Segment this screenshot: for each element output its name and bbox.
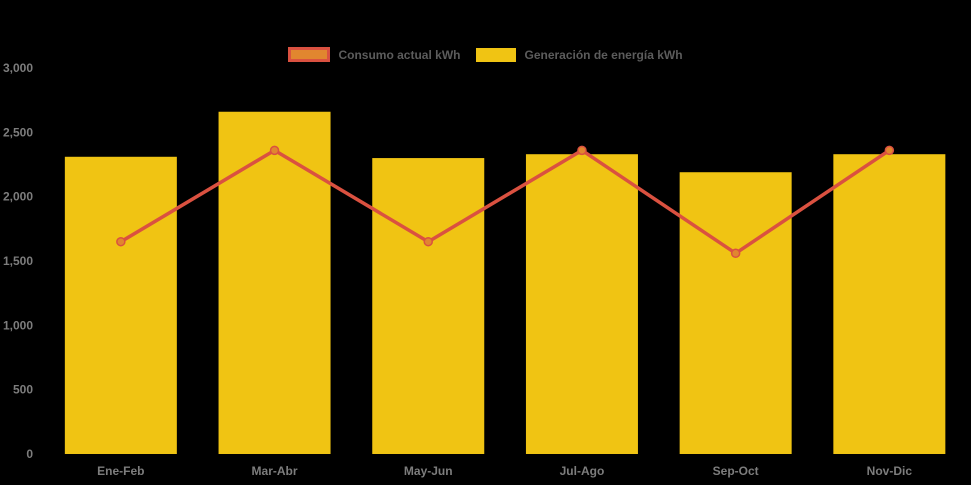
x-axis-label-may-jun: May-Jun [404,464,453,478]
y-axis-tick-0: 0 [26,447,33,461]
x-axis-label-mar-abr: Mar-Abr [252,464,298,478]
bar-ene-feb[interactable] [64,156,177,454]
y-axis-tick-2500: 2,500 [3,125,33,139]
legend-label-generacion: Generación de energía kWh [524,47,683,62]
legend-item-generacion[interactable]: Generación de energía kWh [476,47,683,62]
y-axis-tick-1000: 1,000 [3,318,33,332]
bar-nov-dic[interactable] [833,154,946,454]
bar-may-jun[interactable] [372,158,485,455]
y-axis-tick-2000: 2,000 [3,190,33,204]
consumo-point-jul-ago[interactable] [577,145,587,156]
bar-sep-oct[interactable] [679,172,792,454]
x-axis-label-jul-ago: Jul-Ago [560,464,605,478]
bar-jul-ago[interactable] [525,154,638,454]
consumo-point-mar-abr[interactable] [269,145,280,156]
consumo-point-may-jun[interactable] [423,236,433,247]
y-axis-tick-3000: 3,000 [3,61,33,75]
x-axis-label-nov-dic: Nov-Dic [867,464,913,478]
consumo-point-sep-oct[interactable] [730,248,741,259]
x-axis-label-sep-oct: Sep-Oct [713,464,759,478]
legend-item-consumo[interactable]: Consumo actual kWh [288,47,460,62]
chart-legend: Consumo actual kWh Generación de energía… [0,47,971,62]
y-axis-tick-1500: 1,500 [3,254,33,268]
consumo-point-ene-feb[interactable] [116,236,126,247]
consumo-line [119,148,892,256]
generacion-legend-swatch-icon [476,47,517,62]
bar-mar-abr[interactable] [218,111,331,454]
consumo-point-nov-dic[interactable] [884,145,895,156]
legend-label-consumo: Consumo actual kWh [338,47,461,62]
consumo-legend-swatch-icon [288,47,331,62]
y-axis-tick-500: 500 [13,383,33,397]
x-axis-label-ene-feb: Ene-Feb [97,464,144,478]
